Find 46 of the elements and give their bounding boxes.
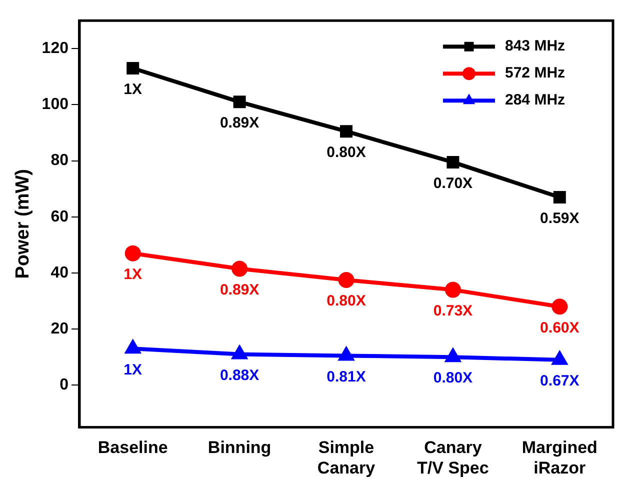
annotation: 0.73X (433, 302, 473, 320)
point (553, 191, 566, 204)
point (552, 298, 568, 315)
y-tick-label: 60 (50, 208, 69, 226)
y-tick-label: 20 (50, 320, 69, 338)
annotation: 0.89X (220, 114, 260, 132)
annotation: 0.67X (540, 372, 580, 390)
annotation: 0.60X (540, 319, 580, 336)
point (339, 348, 354, 361)
y-axis-title: Power (mW) (12, 169, 34, 279)
annotation: 0.59X (540, 210, 580, 227)
y-tick-label: 40 (50, 264, 69, 282)
point (232, 346, 247, 360)
point (233, 96, 246, 108)
annotation: 0.70X (433, 174, 473, 192)
point (340, 125, 352, 138)
point (446, 349, 460, 362)
point (444, 282, 461, 298)
x-tick-label: Binning (208, 438, 272, 458)
x-tick-label: Canary T/V Spec (417, 438, 489, 478)
annotation: 0.80X (326, 292, 366, 310)
y-tick-label: 120 (42, 40, 69, 58)
y-tick-label: 0 (60, 376, 69, 394)
point (552, 352, 567, 365)
y-tick-label: 80 (50, 152, 69, 170)
point (126, 62, 140, 75)
annotation: 0.80X (433, 370, 473, 387)
y-tick-label: 100 (42, 96, 69, 114)
x-tick-label: Simple Canary (317, 438, 376, 478)
annotation: 1X (124, 80, 142, 98)
annotation: 0.88X (220, 366, 260, 384)
point (126, 340, 140, 354)
annotation: 0.81X (326, 368, 366, 386)
legend-label: 572 MHz (505, 64, 566, 82)
annotation: 1X (124, 361, 142, 378)
annotation: 0.80X (326, 144, 366, 162)
legend-label: 284 MHz (505, 92, 566, 109)
point (446, 156, 460, 168)
annotation: 1X (124, 266, 142, 283)
point (124, 245, 141, 262)
x-tick-label: Baseline (98, 438, 168, 458)
point (232, 260, 248, 277)
point (338, 272, 354, 288)
legend-label: 843 MHz (505, 38, 566, 55)
x-tick-label: Margined iRazor (522, 438, 598, 478)
annotation: 0.89X (220, 281, 260, 298)
